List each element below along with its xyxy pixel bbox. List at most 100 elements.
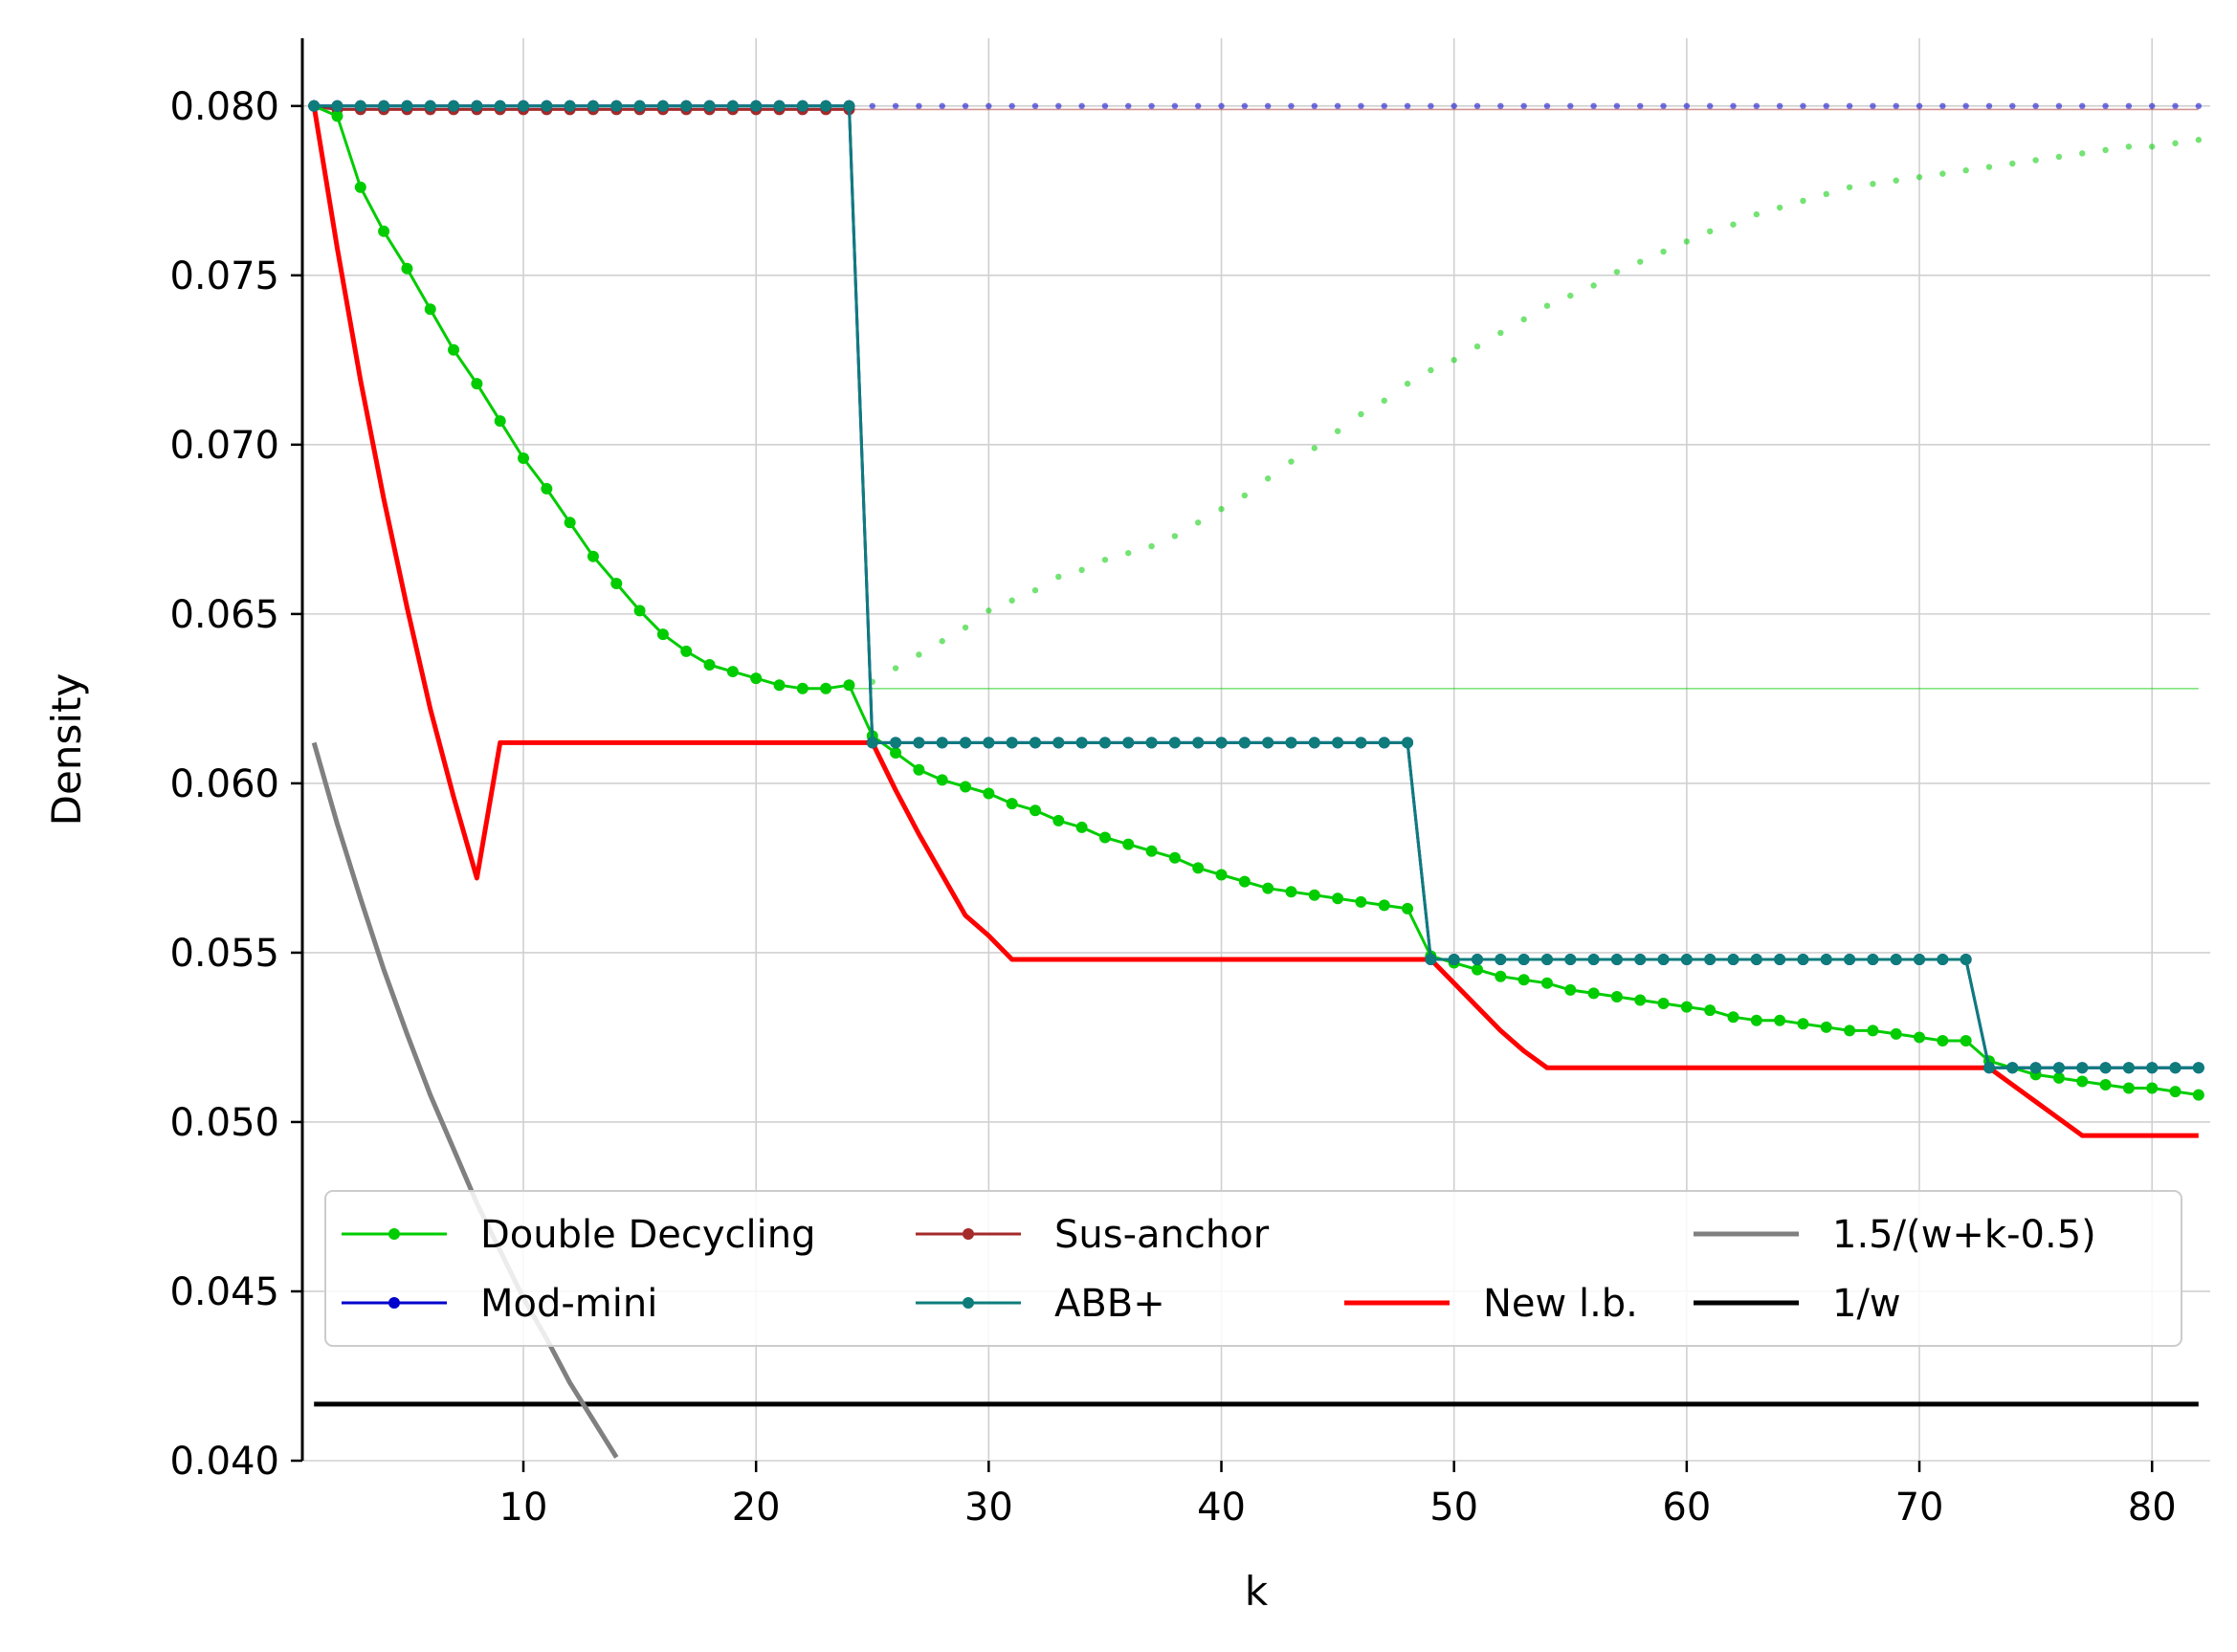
data-point-double-decycling <box>1122 838 1135 850</box>
dotted-reference-point <box>1985 164 1993 170</box>
data-point-double-decycling <box>656 628 669 641</box>
dotted-reference-point <box>1404 102 1411 110</box>
dotted-reference-point <box>939 102 945 110</box>
data-point-abb <box>1006 737 1018 749</box>
data-point-abb <box>983 737 995 749</box>
data-point-abb <box>656 99 669 112</box>
data-point-double-decycling <box>1820 1021 1832 1033</box>
dotted-reference-point <box>1171 533 1179 540</box>
y-tick-label: 0.080 <box>169 85 279 129</box>
dotted-reference-point <box>2079 102 2086 110</box>
dotted-reference-point <box>1195 519 1202 526</box>
series-layer <box>308 99 2204 1459</box>
dotted-reference-point <box>1241 102 1249 110</box>
data-point-double-decycling <box>494 415 506 428</box>
dotted-reference-point <box>1823 190 1829 198</box>
data-point-double-decycling <box>1472 963 1484 976</box>
dotted-reference-point <box>1660 102 1667 110</box>
dotted-reference-point <box>986 102 992 110</box>
dotted-reference-point <box>1962 102 1969 110</box>
legend-label: 1/w <box>1832 1282 1901 1326</box>
dotted-reference-point <box>1428 366 1434 374</box>
dotted-reference-point <box>1985 102 1993 110</box>
legend-item-1-5-w-k-0-5: 1.5/(w+k-0.5) <box>1694 1213 2096 1257</box>
data-point-double-decycling <box>1750 1014 1762 1026</box>
data-point-abb <box>541 99 553 112</box>
dotted-reference-point <box>1800 102 1806 110</box>
data-point-abb <box>750 99 763 112</box>
dotted-reference-point <box>1264 102 1272 110</box>
y-tick-label: 0.070 <box>169 424 279 468</box>
data-point-double-decycling <box>331 110 343 122</box>
dotted-reference-point <box>1543 302 1551 309</box>
dotted-reference-point <box>1055 102 1062 110</box>
data-point-double-decycling <box>1610 990 1623 1002</box>
data-point-abb <box>1215 737 1228 749</box>
dotted-reference-point <box>939 638 945 645</box>
data-point-abb <box>1564 954 1577 966</box>
dotted-reference-point <box>1195 102 1202 110</box>
data-point-double-decycling <box>726 666 739 678</box>
data-point-double-decycling <box>610 578 623 590</box>
data-point-double-decycling <box>471 378 483 390</box>
y-tick-label: 0.045 <box>169 1270 279 1314</box>
data-point-abb <box>2122 1062 2135 1074</box>
legend-marker <box>963 1297 974 1309</box>
dotted-reference-point <box>2172 102 2179 110</box>
data-point-double-decycling <box>843 679 855 692</box>
data-point-double-decycling <box>1168 851 1181 864</box>
data-point-abb <box>1657 954 1670 966</box>
dotted-reference-point <box>1939 102 1946 110</box>
dotted-reference-point <box>1613 269 1621 275</box>
dotted-reference-point <box>1893 177 1899 184</box>
dotted-reference-point <box>1008 597 1015 604</box>
dotted-reference-point <box>1473 102 1481 110</box>
dotted-reference-point <box>1428 102 1434 110</box>
data-point-abb <box>1634 954 1647 966</box>
dotted-reference-point <box>1870 102 1876 110</box>
dotted-reference-point <box>1870 181 1876 187</box>
data-point-double-decycling <box>1564 983 1577 996</box>
y-tick-label: 0.040 <box>169 1440 279 1484</box>
dotted-reference-point <box>1148 542 1155 550</box>
dotted-reference-point <box>2149 143 2156 150</box>
data-point-double-decycling <box>890 747 902 760</box>
data-point-abb <box>518 99 530 112</box>
dotted-reference-point <box>916 651 922 658</box>
dotted-reference-point <box>1451 357 1457 363</box>
data-point-double-decycling <box>2076 1075 2089 1088</box>
dotted-reference-point <box>1590 282 1597 289</box>
dotted-reference-point <box>1031 102 1039 110</box>
data-point-abb <box>1587 954 1600 966</box>
data-point-abb <box>1052 737 1065 749</box>
dotted-reference-point <box>1101 557 1109 563</box>
dotted-reference-point <box>892 102 899 110</box>
dotted-reference-point <box>2195 102 2203 110</box>
data-point-abb <box>2029 1062 2042 1074</box>
dotted-reference-point <box>1613 102 1621 110</box>
dotted-reference-point <box>1311 102 1318 110</box>
dotted-reference-point <box>1543 102 1551 110</box>
dotted-reference-point <box>2149 102 2156 110</box>
data-point-double-decycling <box>1704 1004 1717 1017</box>
data-point-double-decycling <box>1540 977 1553 989</box>
dotted-reference-point <box>1567 102 1574 110</box>
data-point-abb <box>1402 737 1414 749</box>
legend-item-new-l-b: New l.b. <box>1344 1282 1638 1326</box>
legend-item-mod-mini: Mod-mini <box>342 1282 657 1326</box>
legend-item-sus-anchor: Sus-anchor <box>916 1213 1270 1257</box>
data-point-double-decycling <box>1844 1024 1856 1037</box>
data-point-abb <box>587 99 599 112</box>
data-point-abb <box>726 99 739 112</box>
data-point-abb <box>913 737 925 749</box>
dotted-reference-point <box>2125 102 2133 110</box>
data-point-double-decycling <box>2052 1071 2065 1084</box>
dotted-reference-point <box>1358 102 1364 110</box>
dotted-reference-point <box>1637 258 1644 265</box>
dotted-reference-point <box>1846 184 1853 190</box>
data-point-double-decycling <box>1098 831 1111 844</box>
dotted-reference-point <box>1404 380 1411 387</box>
dotted-reference-point <box>1660 248 1667 255</box>
legend-item-1-w: 1/w <box>1694 1282 1901 1326</box>
